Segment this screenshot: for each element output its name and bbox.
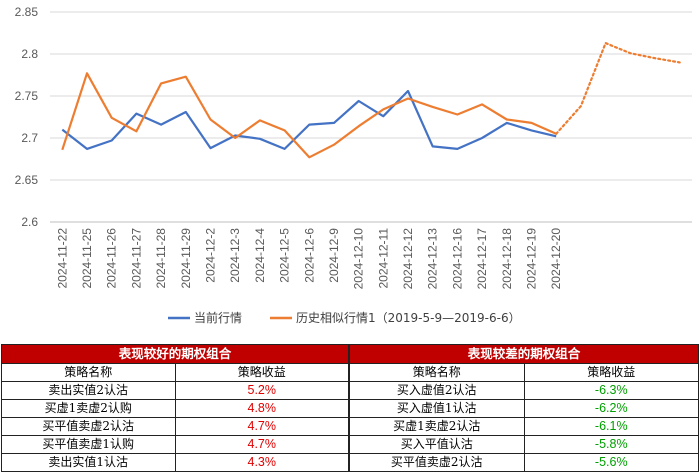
strategy-return: -5.8% — [523, 435, 699, 454]
x-tick-label: 2024-12-9 — [327, 228, 341, 283]
x-tick-label: 2024-12-6 — [302, 228, 316, 283]
legend: 当前行情 历史相似行情1（2019-5-9—2019-6-6） — [168, 310, 521, 325]
legend-label-history: 历史相似行情1（2019-5-9—2019-6-6） — [296, 311, 521, 325]
series-line-history — [61, 72, 557, 159]
x-tick-label: 2024-12-5 — [278, 228, 292, 283]
worst-col-name-header: 策略名称 — [349, 363, 525, 382]
y-axis: 2.6 2.65 2.7 2.75 2.8 2.85 — [15, 5, 39, 229]
chart-svg: 2.62.652.72.752.82.85 2024-11-22 2024-11-… — [15, 5, 692, 325]
worst-col-return-header: 策略收益 — [523, 363, 699, 382]
strategy-name: 买虚1卖虚2认购 — [1, 399, 176, 418]
table-row: 买平值卖虚1认购 4.7% — [1, 435, 349, 454]
strategy-return: 4.7% — [174, 417, 349, 436]
y-tick-label: 2.75 — [15, 89, 39, 103]
strategy-name: 买入平值认沽 — [349, 435, 525, 454]
x-tick-label: 2024-12-4 — [253, 228, 267, 283]
table-row: 买虚1卖虚2认购 4.8% — [1, 399, 349, 418]
x-tick-label: 2024-12-3 — [228, 228, 242, 283]
best-col-return-header: 策略收益 — [174, 363, 349, 382]
strategy-name: 买平值卖虚2认沽 — [349, 453, 525, 472]
table-row: 买入平值认沽 -5.8% — [349, 435, 699, 454]
x-tick-label: 2024-11-25 — [80, 228, 94, 289]
strategy-return: -5.6% — [523, 453, 699, 472]
series-lines — [61, 41, 681, 159]
table-row: 买虚1卖虚2认沽 -6.1% — [349, 417, 699, 436]
strategy-return: -6.1% — [523, 417, 699, 436]
best-strategies-table: 表现较好的期权组合 策略名称 策略收益 卖出实值2认沽 5.2% 买虚1卖虚2认购… — [1, 344, 349, 472]
strategy-return: 4.3% — [174, 453, 349, 472]
x-tick-label: 2024-11-29 — [179, 228, 193, 289]
x-tick-label: 2024-12-2 — [204, 228, 218, 283]
strategy-name: 卖出实值1认沽 — [1, 453, 176, 472]
y-tick-label: 2.8 — [21, 47, 38, 61]
y-tick-label: 2.7 — [21, 131, 38, 145]
table-row: 卖出实值2认沽 5.2% — [1, 381, 349, 400]
strategy-return: 4.8% — [174, 399, 349, 418]
x-tick-label: 2024-12-11 — [376, 228, 390, 289]
y-tick-label: 2.6 — [21, 215, 38, 229]
x-tick-label: 2024-12-19 — [525, 228, 539, 290]
worst-table-title: 表现较差的期权组合 — [349, 344, 699, 364]
x-tick-label: 2024-12-18 — [500, 228, 514, 290]
x-tick-label: 2024-12-16 — [450, 228, 464, 290]
strategy-name: 买平值卖虚2认沽 — [1, 417, 176, 436]
x-tick-label: 2024-11-28 — [154, 228, 168, 289]
x-tick-label: 2024-12-20 — [549, 228, 563, 290]
table-row: 买平值卖虚2认沽 4.7% — [1, 417, 349, 436]
gridlines — [50, 11, 692, 223]
x-tick-label: 2024-11-27 — [129, 228, 143, 289]
strategy-return: -6.2% — [523, 399, 699, 418]
series-line-current — [61, 89, 557, 150]
table-row: 买入虚值1认沽 -6.2% — [349, 399, 699, 418]
strategy-name: 卖出实值2认沽 — [1, 381, 176, 400]
strategy-return: -6.3% — [523, 381, 699, 400]
x-tick-label: 2024-12-10 — [352, 228, 366, 290]
x-tick-label: 2024-11-26 — [105, 228, 119, 289]
strategy-name: 买入虚值2认沽 — [349, 381, 525, 400]
table-row: 买平值卖虚2认沽 -5.6% — [349, 453, 699, 472]
x-axis: 2024-11-22 2024-11-25 2024-11-26 2024-11-27… — [55, 228, 563, 290]
x-tick-label: 2024-12-12 — [401, 228, 415, 290]
y-tick-label: 2.85 — [15, 5, 39, 19]
legend-label-current: 当前行情 — [194, 310, 242, 325]
x-tick-label: 2024-11-22 — [55, 228, 69, 289]
strategy-return: 5.2% — [174, 381, 349, 400]
x-tick-label: 2024-12-13 — [426, 228, 440, 290]
strategy-name: 买虚1卖虚2认沽 — [349, 417, 525, 436]
x-tick-label: 2024-12-17 — [475, 228, 489, 290]
series-projection-history — [555, 41, 681, 135]
best-col-name-header: 策略名称 — [1, 363, 176, 382]
strategy-name: 买入虚值1认沽 — [349, 399, 525, 418]
table-row: 买入虚值2认沽 -6.3% — [349, 381, 699, 400]
worst-strategies-table: 表现较差的期权组合 策略名称 策略收益 买入虚值2认沽 -6.3% 买入虚值1认沽… — [349, 344, 699, 472]
strategy-return: 4.7% — [174, 435, 349, 454]
strategy-name: 买平值卖虚1认购 — [1, 435, 176, 454]
y-tick-label: 2.65 — [15, 173, 39, 187]
table-row: 卖出实值1认沽 4.3% — [1, 453, 349, 472]
line-chart: 2.6 2.65 2.7 2.75 2.8 2.85 2024-11-22 2024-11-… — [15, 5, 692, 325]
best-table-title: 表现较好的期权组合 — [1, 344, 349, 364]
